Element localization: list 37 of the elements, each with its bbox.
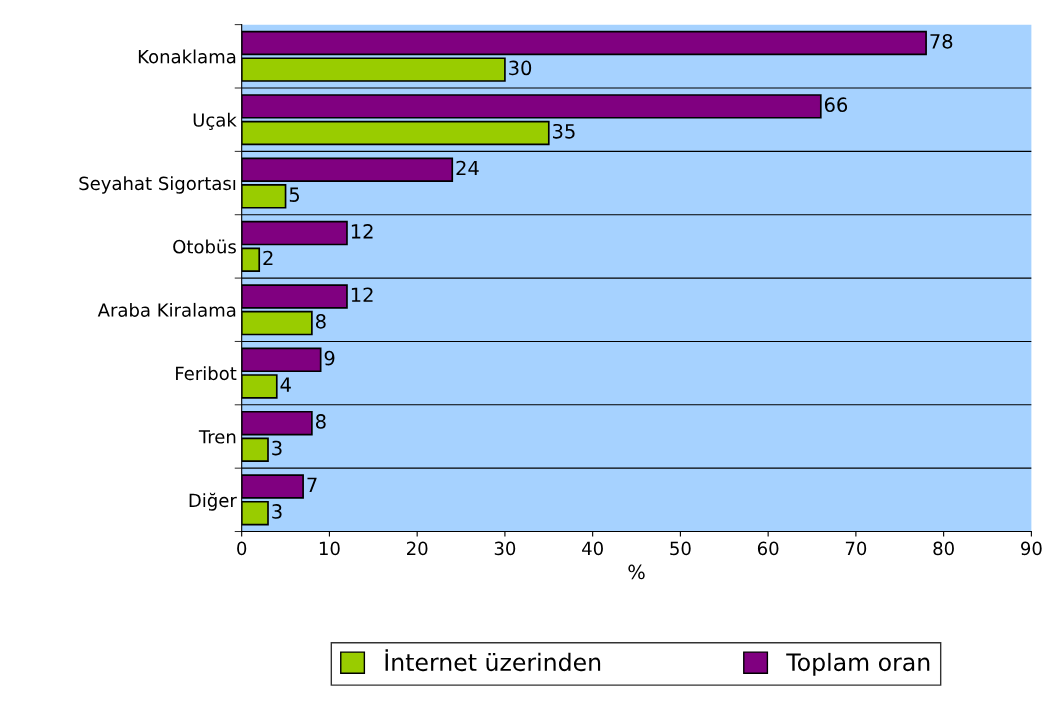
- data-label: 24: [456, 160, 479, 176]
- x-tick-label: 90: [1021, 541, 1042, 556]
- data-label: 8: [315, 314, 326, 329]
- legend-label: İnternet üzerinden: [385, 649, 601, 672]
- data-label: 78: [930, 33, 953, 49]
- data-label: 66: [824, 97, 848, 113]
- x-tick-label: 30: [494, 541, 516, 556]
- data-label: 3: [272, 440, 282, 456]
- x-tick-label: 0: [237, 541, 247, 556]
- x-tick-label: 20: [407, 541, 428, 556]
- y-tick-label: Feribot: [176, 366, 237, 381]
- data-label: 2: [263, 250, 273, 266]
- data-label: 12: [351, 224, 373, 239]
- data-label: 30: [509, 60, 532, 76]
- data-label: 8: [315, 414, 326, 429]
- data-label: 4: [280, 377, 291, 392]
- x-tick-label: 80: [933, 541, 954, 556]
- data-label: 35: [553, 123, 575, 139]
- y-tick-label: Uçak: [193, 112, 237, 131]
- data-label: 5: [289, 187, 299, 202]
- y-tick-label: Araba Kiralama: [97, 302, 236, 317]
- data-label: 7: [307, 477, 317, 492]
- x-tick-label: 40: [582, 541, 603, 556]
- x-tick-label: 50: [670, 541, 691, 556]
- x-axis-title: %: [628, 564, 645, 580]
- data-label: 12: [351, 287, 373, 302]
- x-tick-label: 70: [845, 541, 867, 556]
- y-tick-label: Diğer: [189, 492, 237, 511]
- y-tick-label: Otobüs: [173, 239, 236, 254]
- y-tick-label: Seyahat Sigortası: [79, 176, 236, 194]
- data-label: 3: [272, 504, 282, 519]
- y-tick-label: Tren: [198, 430, 236, 444]
- y-tick-label: Konaklama: [138, 49, 236, 64]
- x-tick-label: 10: [319, 541, 340, 556]
- x-tick-label: 60: [757, 541, 779, 556]
- data-label: 9: [324, 350, 335, 366]
- legend-label: Toplam oran: [786, 652, 930, 676]
